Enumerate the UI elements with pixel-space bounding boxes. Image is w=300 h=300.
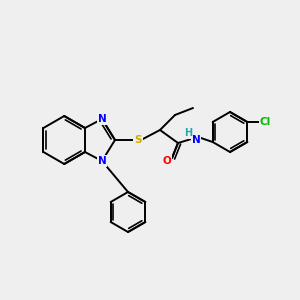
Text: Cl: Cl xyxy=(260,117,271,127)
Text: S: S xyxy=(134,135,142,145)
Text: N: N xyxy=(98,156,106,166)
Text: H: H xyxy=(184,128,192,138)
Text: N: N xyxy=(192,135,200,145)
Text: O: O xyxy=(163,156,171,166)
Text: N: N xyxy=(98,114,106,124)
